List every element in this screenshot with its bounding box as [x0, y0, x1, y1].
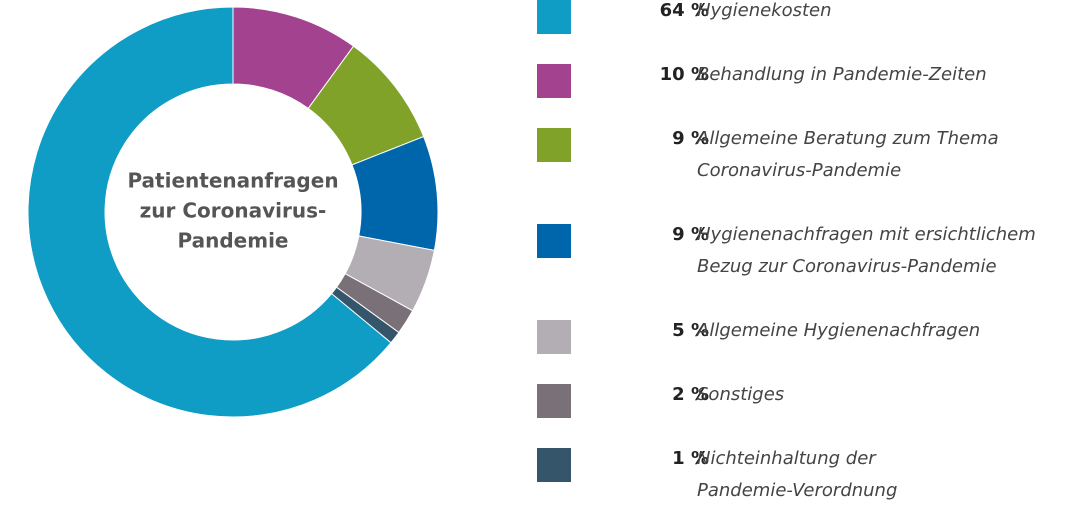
legend-label: Sonstiges: [697, 384, 785, 405]
value-label: 9 %: [672, 224, 709, 245]
center-title: Patientenanfragen: [127, 169, 338, 193]
legend-label: Hygienekosten: [697, 0, 832, 21]
legend-swatch: [537, 448, 571, 482]
value-label: 2 %: [672, 384, 709, 405]
legend-swatch: [537, 224, 571, 258]
legend-swatch: [537, 128, 571, 162]
value-label: 10 %: [659, 64, 709, 85]
legend-label: Nichteinhaltung der Pandemie-Verordnung: [697, 448, 898, 501]
value-label: 64 %: [659, 0, 709, 21]
center-title: Pandemie: [178, 229, 289, 253]
legend-label: Hygienenachfragen mit ersichtlichem Bezu…: [697, 224, 1036, 277]
legend-swatch: [537, 0, 571, 34]
value-label: 9 %: [672, 128, 709, 149]
legend-label: Behandlung in Pandemie-Zeiten: [697, 64, 987, 85]
legend-label: Allgemeine Beratung zum Thema Coronaviru…: [697, 128, 999, 181]
donut-area: Patientenanfragen zur Coronavirus- Pandemi…: [27, 6, 439, 418]
legend-swatch: [537, 320, 571, 354]
donut-segment: [330, 286, 400, 344]
center-title: zur Coronavirus-: [140, 199, 327, 223]
value-label: 1 %: [672, 448, 709, 469]
legend-swatch: [537, 384, 571, 418]
legend-label: Allgemeine Hygienenachfragen: [697, 320, 981, 341]
donut-segment: [27, 6, 392, 418]
legend-swatch: [537, 64, 571, 98]
value-label: 5 %: [672, 320, 709, 341]
